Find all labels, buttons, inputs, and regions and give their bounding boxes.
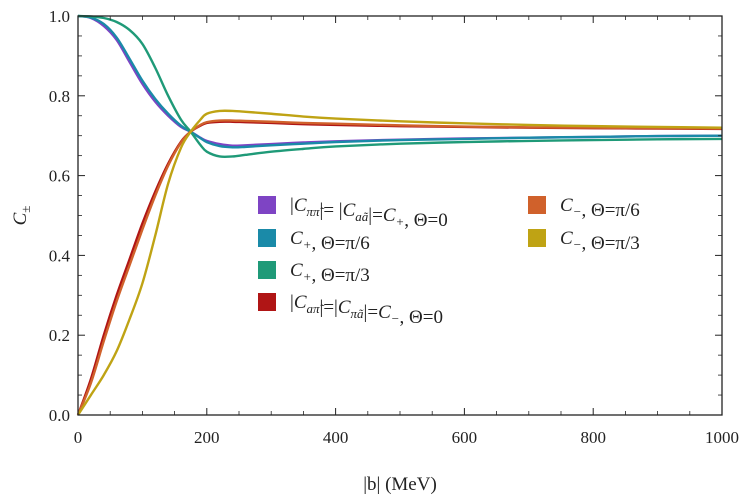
legend-item-1: |Cππ̃|= |Caã|=C+, Θ=0 (258, 195, 448, 231)
legend-item-5: C−, Θ=π/6 (528, 195, 640, 221)
legend-item-4: |Caπ̃|=|Cπã|=C−, Θ=0 (258, 292, 443, 328)
series-line-5 (76, 119, 723, 416)
legend-swatch (258, 261, 276, 279)
legend-item-6: C−, Θ=π/3 (528, 228, 640, 254)
legend-swatch (528, 196, 546, 214)
legend-swatch (258, 293, 276, 311)
legend-swatch (528, 229, 546, 247)
x-tick-label: 200 (194, 428, 220, 447)
legend: |Cππ̃|= |Caã|=C+, Θ=0C+, Θ=π/6 C+, Θ=π/3 |… (258, 195, 640, 328)
legend-item-3: C+, Θ=π/3 (258, 260, 370, 286)
y-tick-label: 1.0 (49, 7, 70, 26)
y-tick-label: 0.6 (49, 167, 70, 186)
legend-label: C−, Θ=π/6 (560, 195, 640, 221)
x-axis-label: |b| (MeV) (363, 474, 437, 495)
legend-item-2: C+, Θ=π/6 (258, 228, 370, 254)
ticks-layer: 0 200 400 600 800 1000 0.0 0.2 0.4 0.6 0.8 1.0 (49, 7, 739, 447)
y-tick-label: 0.2 (49, 326, 70, 345)
legend-label: |Cππ̃|= |Caã|=C+, Θ=0 (290, 195, 448, 231)
plot-frame (77, 15, 723, 416)
x-tick-label: 400 (323, 428, 349, 447)
x-tick-label: 0 (74, 428, 83, 447)
x-tick-label: 800 (580, 428, 606, 447)
series-line-6 (76, 109, 723, 416)
y-tick-label: 0.8 (49, 87, 70, 106)
x-tick-label: 600 (452, 428, 478, 447)
legend-label: |Caπ̃|=|Cπã|=C−, Θ=0 (290, 292, 443, 328)
legend-label: C+, Θ=π/6 (290, 228, 370, 254)
legend-label: C−, Θ=π/3 (560, 228, 640, 254)
y-axis-label: C± (10, 206, 33, 226)
legend-swatch (258, 229, 276, 247)
legend-swatch (258, 196, 276, 214)
legend-label: C+, Θ=π/3 (290, 260, 370, 286)
series-line-2 (77, 14, 723, 149)
series-layer (76, 14, 723, 416)
y-tick-label: 0.0 (49, 406, 70, 425)
x-tick-label: 1000 (705, 428, 739, 447)
series-line-3 (77, 14, 723, 159)
y-tick-label: 0.4 (49, 246, 71, 265)
